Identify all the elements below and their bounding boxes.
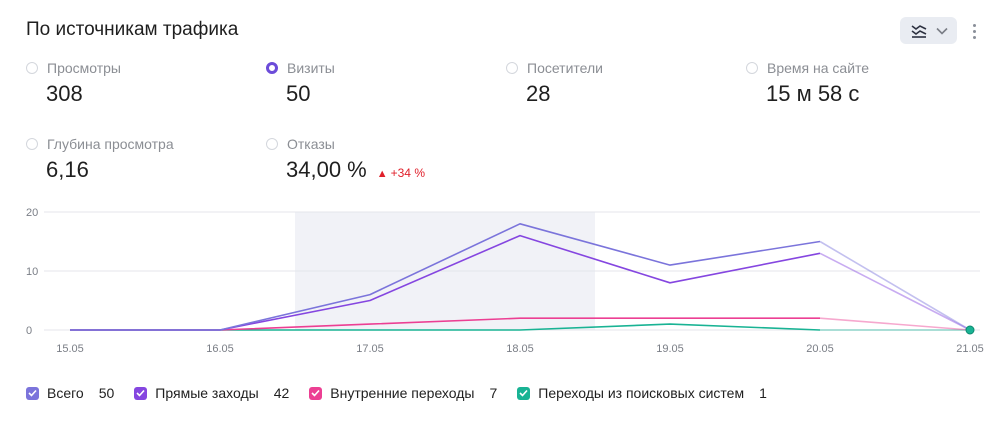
metric-value: 6,16 bbox=[46, 157, 89, 182]
checkbox-checked-icon[interactable] bbox=[26, 386, 39, 400]
series-line-incomplete bbox=[819, 240, 971, 331]
metric-label: Отказы bbox=[287, 136, 335, 152]
metric-value: 50 bbox=[286, 81, 311, 106]
metric-radio[interactable] bbox=[746, 62, 758, 74]
series-line-incomplete bbox=[819, 252, 971, 331]
metric-time-on-site[interactable]: Время на сайте 15 м 58 с bbox=[746, 60, 869, 107]
metric-label: Визиты bbox=[287, 60, 335, 76]
y-tick-label: 20 bbox=[26, 207, 38, 219]
metric-bounces[interactable]: Отказы 34,00 % ▲ +34 % bbox=[266, 136, 425, 183]
legend-label: Прямые заходы bbox=[155, 385, 259, 401]
legend-value: 7 bbox=[489, 385, 498, 401]
metric-label: Просмотры bbox=[47, 60, 121, 76]
metric-radio-selected[interactable] bbox=[266, 62, 278, 74]
widget-title: По источникам трафика bbox=[26, 19, 239, 40]
legend-item[interactable]: Внутренние переходы 7 bbox=[309, 385, 497, 401]
legend-value: 50 bbox=[98, 385, 115, 401]
chart-type-dropdown[interactable] bbox=[900, 17, 957, 44]
x-tick-label: 16.05 bbox=[206, 343, 234, 355]
more-vertical-icon[interactable] bbox=[966, 19, 982, 43]
metric-radio[interactable] bbox=[26, 62, 38, 74]
x-tick-label: 19.05 bbox=[656, 343, 684, 355]
checkbox-checked-icon[interactable] bbox=[134, 386, 148, 400]
legend-item[interactable]: Прямые заходы 42 bbox=[134, 385, 289, 401]
metric-value: 15 м 58 с bbox=[766, 81, 860, 106]
metric-visitors[interactable]: Посетители 28 bbox=[506, 60, 603, 107]
metric-radio[interactable] bbox=[506, 62, 518, 74]
metric-delta-value: +34 % bbox=[390, 166, 425, 180]
chart-lines-icon bbox=[910, 23, 928, 39]
data-point-marker bbox=[965, 325, 975, 335]
metric-label: Посетители bbox=[527, 60, 603, 76]
series-line bbox=[70, 222, 821, 331]
legend-value: 42 bbox=[273, 385, 290, 401]
metric-label: Глубина просмотра bbox=[47, 136, 174, 152]
legend-label: Переходы из поисковых систем bbox=[538, 385, 745, 401]
metric-value: 34,00 % bbox=[286, 157, 367, 182]
metric-views[interactable]: Просмотры 308 bbox=[26, 60, 121, 107]
metric-radio[interactable] bbox=[26, 138, 38, 150]
legend-value: 1 bbox=[759, 385, 767, 401]
metric-label: Время на сайте bbox=[767, 60, 870, 76]
x-tick-label: 20.05 bbox=[806, 343, 834, 355]
checkbox-checked-icon[interactable] bbox=[309, 386, 323, 400]
legend-label: Внутренние переходы bbox=[330, 385, 475, 401]
x-tick-label: 15.05 bbox=[56, 343, 84, 355]
legend-label: Всего bbox=[47, 385, 84, 401]
metric-value: 28 bbox=[526, 81, 551, 106]
metric-depth[interactable]: Глубина просмотра 6,16 bbox=[26, 136, 174, 183]
x-tick-label: 18.05 bbox=[506, 343, 534, 355]
traffic-line-chart[interactable]: 0 10 20 15.05 16.05 17.05 18.05 19.05 20.05 21.05 bbox=[0, 200, 996, 360]
metric-radio[interactable] bbox=[266, 138, 278, 150]
metric-value: 308 bbox=[46, 81, 83, 106]
y-tick-label: 0 bbox=[26, 325, 32, 337]
metric-delta: ▲ +34 % bbox=[377, 166, 425, 180]
legend-item[interactable]: Всего 50 bbox=[26, 385, 114, 401]
x-tick-label: 21.05 bbox=[956, 343, 984, 355]
metric-visits[interactable]: Визиты 50 bbox=[266, 60, 335, 107]
chevron-down-icon bbox=[935, 27, 948, 35]
arrow-up-icon: ▲ bbox=[376, 168, 388, 180]
legend-item[interactable]: Переходы из поисковых систем 1 bbox=[517, 385, 767, 401]
y-tick-label: 10 bbox=[26, 266, 38, 278]
x-tick-label: 17.05 bbox=[356, 343, 384, 355]
chart-legend: Всего 50 Прямые заходы 42 Внутренние переход… bbox=[26, 385, 787, 401]
checkbox-checked-icon[interactable] bbox=[517, 386, 531, 400]
series-line-incomplete bbox=[819, 317, 971, 331]
